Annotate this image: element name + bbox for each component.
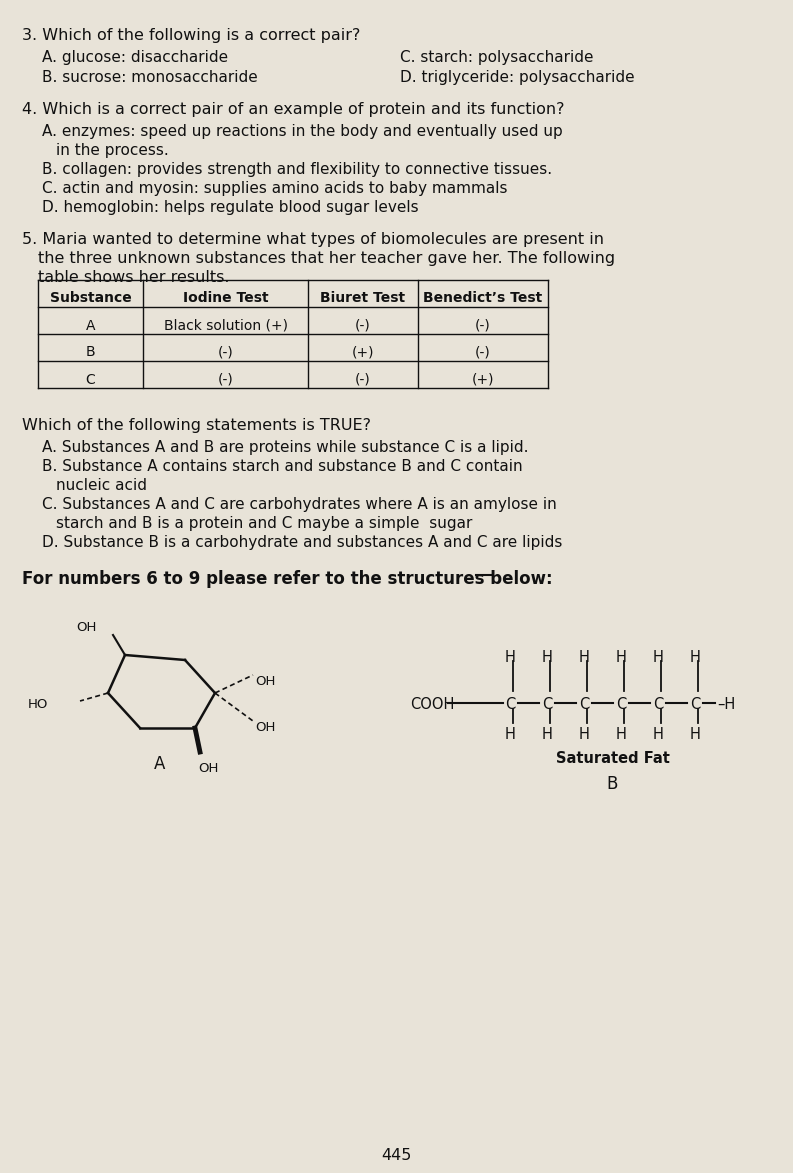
Text: B: B	[607, 775, 619, 793]
Text: C. Substances A and C are carbohydrates where A is an amylose in: C. Substances A and C are carbohydrates …	[42, 497, 557, 511]
Text: H: H	[690, 727, 700, 743]
Text: 4. Which is a correct pair of an example of protein and its function?: 4. Which is a correct pair of an example…	[22, 102, 565, 117]
Text: H: H	[542, 650, 553, 665]
Text: (+): (+)	[352, 346, 374, 359]
Text: B. collagen: provides strength and flexibility to connective tissues.: B. collagen: provides strength and flexi…	[42, 162, 552, 177]
Text: A. glucose: disaccharide: A. glucose: disaccharide	[42, 50, 228, 65]
Text: starch and B is a protein and C maybe a simple  sugar: starch and B is a protein and C maybe a …	[56, 516, 473, 531]
Text: H: H	[653, 650, 664, 665]
Text: table shows her results.: table shows her results.	[38, 270, 229, 285]
Text: 5. Maria wanted to determine what types of biomolecules are present in: 5. Maria wanted to determine what types …	[22, 232, 604, 248]
Text: B. Substance A contains starch and substance B and C contain: B. Substance A contains starch and subst…	[42, 459, 523, 474]
Text: (+): (+)	[472, 373, 494, 386]
Text: (-): (-)	[475, 319, 491, 332]
Text: A: A	[155, 755, 166, 773]
Text: Which of the following statements is TRUE?: Which of the following statements is TRU…	[22, 418, 371, 433]
Text: Black solution (+): Black solution (+)	[163, 319, 288, 332]
Text: Benedict’s Test: Benedict’s Test	[423, 292, 542, 305]
Text: C: C	[579, 697, 589, 712]
Text: (-): (-)	[475, 346, 491, 359]
Text: For numbers 6 to 9 please refer to the structures below:: For numbers 6 to 9 please refer to the s…	[22, 570, 553, 588]
Text: (-): (-)	[217, 346, 233, 359]
Text: H: H	[579, 727, 589, 743]
Text: H: H	[615, 650, 626, 665]
Text: H: H	[690, 650, 700, 665]
Text: OH: OH	[77, 621, 97, 633]
Text: –H: –H	[717, 697, 735, 712]
Text: Iodine Test: Iodine Test	[182, 292, 268, 305]
Text: A. enzymes: speed up reactions in the body and eventually used up: A. enzymes: speed up reactions in the bo…	[42, 124, 563, 138]
Text: C: C	[653, 697, 663, 712]
Text: 3. Which of the following is a correct pair?: 3. Which of the following is a correct p…	[22, 28, 360, 43]
Text: A. Substances A and B are proteins while substance C is a lipid.: A. Substances A and B are proteins while…	[42, 440, 528, 455]
Text: H: H	[542, 727, 553, 743]
Text: C: C	[690, 697, 700, 712]
Text: H: H	[615, 727, 626, 743]
Text: H: H	[653, 727, 664, 743]
Text: A: A	[86, 319, 95, 332]
Text: (-): (-)	[355, 319, 371, 332]
Text: C: C	[542, 697, 552, 712]
Text: Substance: Substance	[50, 292, 132, 305]
Text: HO: HO	[28, 698, 48, 711]
Text: H: H	[579, 650, 589, 665]
Text: the three unknown substances that her teacher gave her. The following: the three unknown substances that her te…	[38, 251, 615, 266]
Text: C: C	[505, 697, 515, 712]
Text: OH: OH	[255, 721, 275, 734]
Text: Biuret Test: Biuret Test	[320, 292, 405, 305]
Text: B: B	[86, 346, 95, 359]
Text: COOH: COOH	[410, 697, 454, 712]
Text: in the process.: in the process.	[56, 143, 169, 158]
Text: Saturated Fat: Saturated Fat	[556, 751, 669, 766]
Text: (-): (-)	[355, 373, 371, 386]
Text: OH: OH	[255, 674, 275, 689]
Text: H: H	[504, 727, 515, 743]
Text: D. triglyceride: polysaccharide: D. triglyceride: polysaccharide	[400, 70, 634, 84]
Text: H: H	[504, 650, 515, 665]
Text: C: C	[86, 373, 95, 386]
Text: C. actin and myosin: supplies amino acids to baby mammals: C. actin and myosin: supplies amino acid…	[42, 181, 508, 196]
Text: D. hemoglobin: helps regulate blood sugar levels: D. hemoglobin: helps regulate blood suga…	[42, 201, 419, 215]
Text: D. Substance B is a carbohydrate and substances A and C are lipids: D. Substance B is a carbohydrate and sub…	[42, 535, 562, 550]
Text: C. starch: polysaccharide: C. starch: polysaccharide	[400, 50, 593, 65]
Text: (-): (-)	[217, 373, 233, 386]
Text: C: C	[616, 697, 626, 712]
Text: OH: OH	[198, 762, 218, 775]
Text: nucleic acid: nucleic acid	[56, 479, 147, 493]
Text: B. sucrose: monosaccharide: B. sucrose: monosaccharide	[42, 70, 258, 84]
Text: 445: 445	[381, 1148, 412, 1162]
